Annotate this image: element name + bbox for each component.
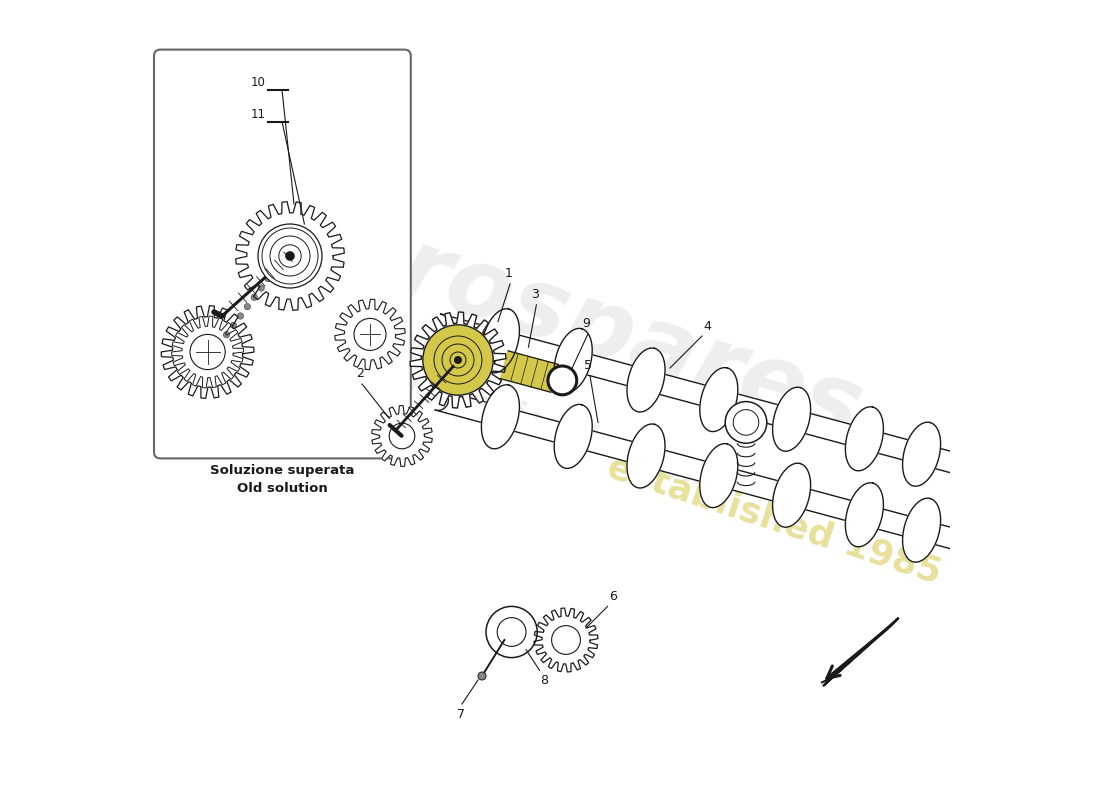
Text: established 1985: established 1985	[603, 450, 945, 590]
Circle shape	[478, 672, 486, 680]
Polygon shape	[334, 299, 405, 370]
Polygon shape	[772, 463, 811, 527]
Circle shape	[251, 294, 257, 301]
Circle shape	[258, 224, 322, 288]
Polygon shape	[700, 368, 738, 431]
Circle shape	[497, 618, 526, 646]
FancyBboxPatch shape	[154, 50, 410, 458]
Text: 9: 9	[582, 317, 591, 330]
Text: 10: 10	[251, 76, 266, 89]
Circle shape	[278, 257, 285, 263]
Circle shape	[244, 303, 251, 310]
Polygon shape	[500, 351, 559, 392]
Text: 8: 8	[540, 674, 549, 686]
Circle shape	[217, 341, 223, 347]
Polygon shape	[824, 618, 898, 686]
Text: eurospares: eurospares	[260, 181, 873, 459]
Polygon shape	[235, 202, 344, 310]
Circle shape	[486, 606, 537, 658]
Circle shape	[354, 318, 386, 350]
Text: 7: 7	[458, 708, 465, 721]
Polygon shape	[554, 405, 592, 468]
Circle shape	[223, 331, 230, 338]
Polygon shape	[627, 348, 666, 412]
Circle shape	[725, 402, 767, 443]
Polygon shape	[903, 498, 940, 562]
Circle shape	[230, 322, 236, 329]
Circle shape	[551, 626, 581, 654]
Polygon shape	[627, 424, 666, 488]
Polygon shape	[482, 309, 519, 373]
Polygon shape	[410, 312, 506, 408]
Circle shape	[454, 356, 462, 364]
Polygon shape	[172, 316, 243, 388]
Text: 5: 5	[584, 359, 593, 372]
Circle shape	[422, 325, 493, 395]
Text: 1: 1	[505, 267, 513, 280]
Polygon shape	[903, 422, 940, 486]
Polygon shape	[846, 483, 883, 546]
Circle shape	[285, 251, 295, 261]
Circle shape	[548, 366, 576, 394]
Text: 4: 4	[704, 320, 712, 333]
Polygon shape	[772, 387, 811, 451]
Polygon shape	[846, 407, 883, 470]
Text: 3: 3	[531, 288, 539, 301]
Polygon shape	[372, 406, 432, 466]
Polygon shape	[162, 306, 254, 398]
Polygon shape	[482, 385, 519, 449]
Circle shape	[190, 334, 226, 370]
Circle shape	[265, 275, 272, 282]
Circle shape	[258, 285, 264, 291]
Text: Old solution: Old solution	[236, 482, 328, 494]
Circle shape	[272, 266, 278, 273]
Text: Soluzione superata: Soluzione superata	[210, 464, 354, 477]
Circle shape	[389, 423, 415, 449]
Polygon shape	[436, 390, 960, 550]
Text: 2: 2	[356, 367, 364, 380]
Polygon shape	[700, 444, 738, 507]
Text: 11: 11	[251, 108, 266, 121]
Circle shape	[238, 313, 243, 319]
Polygon shape	[436, 314, 960, 474]
Polygon shape	[554, 329, 592, 392]
Text: a passion for parts: a passion for parts	[393, 362, 739, 502]
Polygon shape	[534, 608, 598, 672]
Text: 6: 6	[609, 590, 617, 603]
